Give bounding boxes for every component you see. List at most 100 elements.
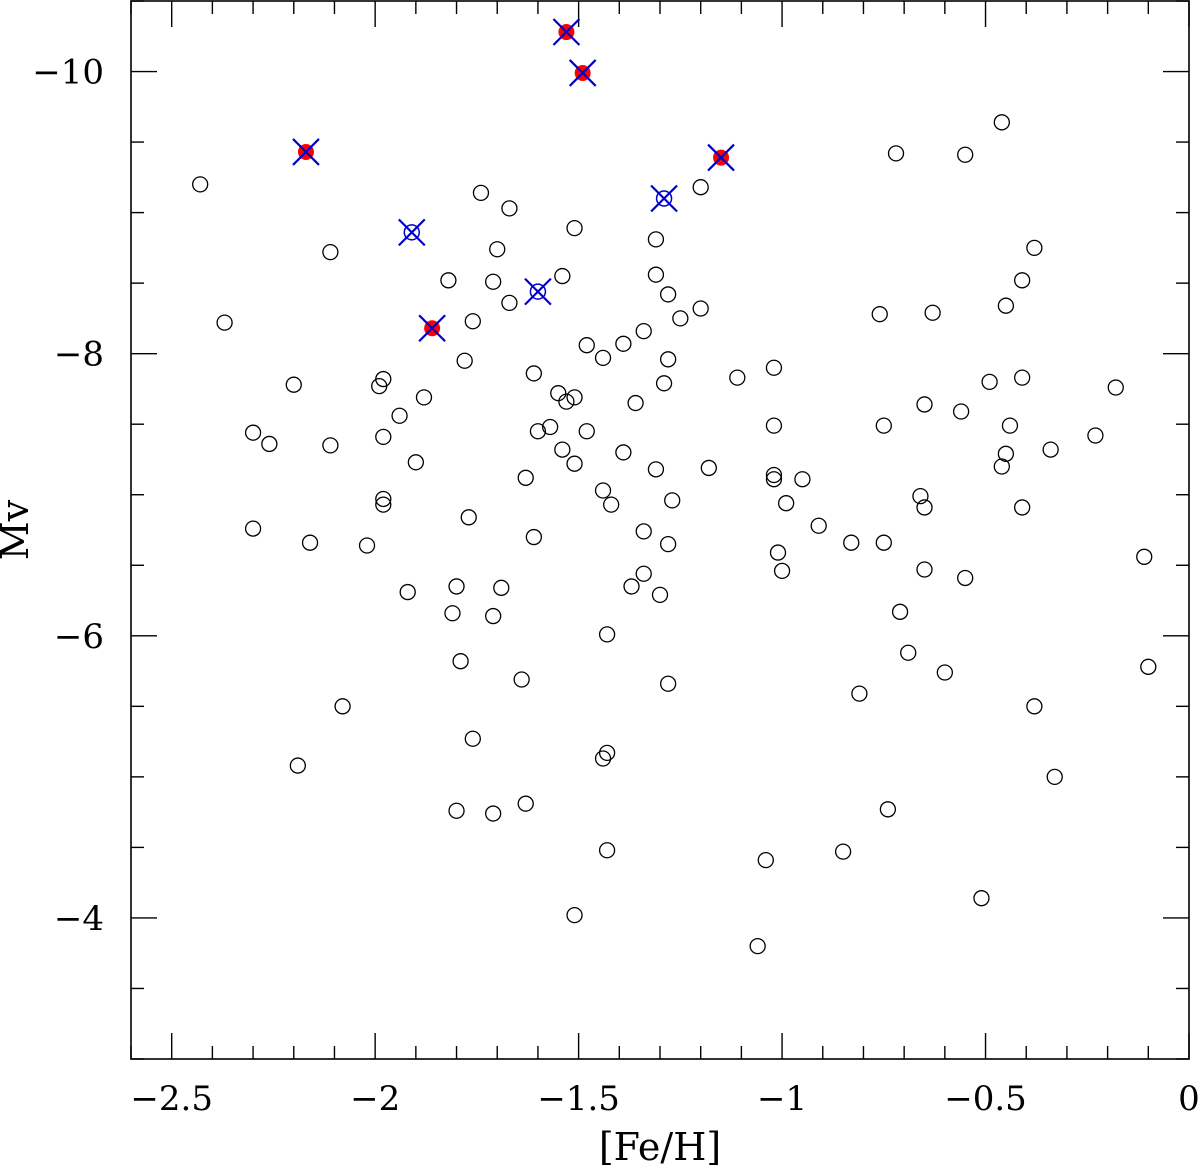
cross-line-b [568, 59, 597, 87]
open-circle-point [444, 605, 461, 622]
open-circle-point [700, 459, 717, 477]
open-circle-point [936, 664, 953, 681]
open-circle-point [729, 369, 746, 386]
open-circle-point [375, 428, 392, 446]
open-circle-point [301, 534, 319, 551]
open-circle-point [1046, 768, 1063, 786]
y-tick-label: −6 [54, 617, 104, 657]
open-circle-point [749, 937, 766, 955]
x-tick-label: −1 [757, 1079, 807, 1119]
open-circle-point [489, 241, 506, 258]
open-circle-point [757, 851, 774, 869]
open-circle-point [216, 314, 233, 331]
point-circle [529, 283, 547, 300]
open-circle-point [924, 304, 941, 321]
open-circle-point [598, 626, 616, 643]
open-circle-point [1107, 379, 1124, 396]
open-circle-point [1042, 441, 1059, 458]
open-circle-point [692, 300, 709, 317]
x-tick-label: 0 [1178, 1079, 1200, 1119]
data-points [192, 18, 1157, 955]
open-circle-point [900, 644, 917, 661]
open-circle-point [391, 407, 408, 424]
open-circle-point [664, 492, 681, 509]
open-circle-point [1140, 658, 1157, 675]
open-circle-point [289, 757, 306, 774]
open-circle-point [566, 906, 583, 924]
open-circle-point [647, 461, 665, 478]
open-circle-point [415, 389, 433, 406]
open-circle-point [594, 482, 612, 499]
open-circle-point [261, 435, 278, 453]
y-tick-label: −4 [54, 899, 104, 939]
open-circle-point [692, 179, 709, 196]
open-circle-point [448, 578, 465, 595]
open-cross-point [650, 184, 678, 213]
x-tick-label: −2.5 [130, 1079, 213, 1119]
open-circle-point [672, 310, 689, 327]
open-circle-point [529, 423, 547, 440]
open-circle-point [501, 294, 518, 312]
open-circle-point [322, 437, 339, 454]
open-circle-point [887, 145, 905, 162]
open-circle-point [659, 286, 677, 303]
x-tick-label: −0.5 [944, 1079, 1027, 1119]
open-circle-point [192, 176, 209, 193]
open-circle-point [554, 267, 571, 285]
open-circle-point [981, 373, 998, 391]
open-circle-point [912, 487, 929, 505]
open-circle-point [566, 455, 583, 472]
open-circle-point [485, 273, 502, 290]
open-circle-point [554, 441, 571, 458]
open-cross-point [524, 277, 552, 306]
open-circle-point [957, 146, 974, 163]
open-circle-point [1001, 417, 1019, 434]
open-circle-point [566, 219, 583, 237]
open-circle-point [916, 499, 933, 516]
filled-cross-point [418, 314, 446, 343]
open-circle-point [1014, 369, 1031, 386]
cross-line-b [707, 143, 735, 172]
y-tick-label: −10 [32, 53, 104, 93]
open-circle-point [460, 509, 477, 526]
filled-cross-point [292, 138, 320, 166]
y-axis-label: Mv [0, 499, 37, 560]
x-tick-label: −1.5 [537, 1079, 620, 1119]
open-circle-point [765, 359, 783, 376]
open-circle-point [578, 423, 595, 440]
open-circle-point [472, 184, 490, 202]
open-circle-point [765, 471, 783, 488]
open-circle-point [769, 544, 787, 561]
open-circle-point [513, 671, 530, 688]
filled-cross-point [707, 143, 735, 172]
open-circle-point [834, 843, 852, 860]
cross-line-b [650, 184, 678, 213]
open-circle-point [493, 579, 510, 596]
open-circle-point [578, 337, 595, 354]
open-circle-point [464, 730, 481, 747]
cross-line-b [418, 314, 446, 343]
open-circle-point [1026, 698, 1043, 715]
cross-line-b [552, 18, 581, 46]
open-circle-point [525, 365, 543, 382]
open-circle-point [541, 418, 559, 436]
open-circle-point [615, 444, 632, 461]
open-circle-point [1136, 548, 1153, 565]
open-circle-point [285, 376, 302, 393]
open-circle-point [777, 495, 795, 512]
open-circle-point [485, 607, 502, 625]
cross-line-b [292, 138, 320, 166]
axis-ticks [130, 0, 1190, 1060]
open-circle-point [407, 454, 424, 471]
x-tick-label: −2 [350, 1079, 400, 1119]
open-circle-point [957, 569, 974, 587]
y-tick-label: −8 [54, 335, 104, 375]
open-circle-point [501, 200, 518, 217]
tick-labels: −2.5 −2 −1.5 −1 −0.5 0 −10 −8 −6 −4 [32, 53, 1200, 1119]
open-circle-point [244, 520, 262, 537]
open-circle-point [558, 393, 575, 410]
open-circle-point [517, 469, 534, 486]
open-circle-point [659, 351, 677, 368]
open-circle-point [525, 528, 543, 546]
